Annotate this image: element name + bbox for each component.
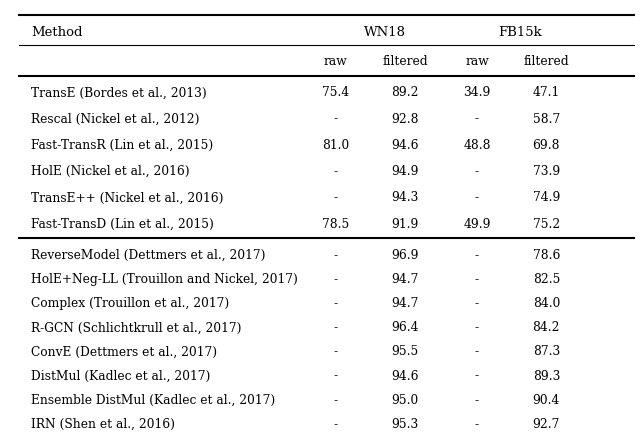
Text: 48.8: 48.8 — [463, 139, 491, 152]
Text: 69.8: 69.8 — [532, 139, 560, 152]
Text: -: - — [475, 191, 479, 204]
Text: -: - — [333, 165, 338, 178]
Text: -: - — [333, 346, 338, 359]
Text: 34.9: 34.9 — [463, 86, 491, 99]
Text: 78.6: 78.6 — [532, 249, 560, 262]
Text: TransE (Bordes et al., 2013): TransE (Bordes et al., 2013) — [31, 86, 207, 99]
Text: 47.1: 47.1 — [532, 86, 560, 99]
Text: 87.3: 87.3 — [532, 346, 560, 359]
Text: -: - — [333, 394, 338, 407]
Text: 74.9: 74.9 — [532, 191, 560, 204]
Text: 82.5: 82.5 — [532, 273, 560, 286]
Text: 95.0: 95.0 — [392, 394, 419, 407]
Text: -: - — [475, 249, 479, 262]
Text: 94.6: 94.6 — [391, 139, 419, 152]
Text: -: - — [475, 394, 479, 407]
Text: ConvE (Dettmers et al., 2017): ConvE (Dettmers et al., 2017) — [31, 346, 218, 359]
Text: 75.2: 75.2 — [532, 218, 560, 231]
Text: 94.6: 94.6 — [391, 369, 419, 383]
Text: 78.5: 78.5 — [322, 218, 349, 231]
Text: R-GCN (Schlichtkrull et al., 2017): R-GCN (Schlichtkrull et al., 2017) — [31, 321, 242, 334]
Text: 94.7: 94.7 — [391, 297, 419, 310]
Text: Fast-TransD (Lin et al., 2015): Fast-TransD (Lin et al., 2015) — [31, 218, 214, 231]
Text: -: - — [475, 418, 479, 431]
Text: -: - — [475, 297, 479, 310]
Text: Ensemble DistMul (Kadlec et al., 2017): Ensemble DistMul (Kadlec et al., 2017) — [31, 394, 276, 407]
Text: HolE (Nickel et al., 2016): HolE (Nickel et al., 2016) — [31, 165, 190, 178]
Text: 90.4: 90.4 — [532, 394, 560, 407]
Text: Method: Method — [31, 26, 83, 39]
Text: -: - — [475, 321, 479, 334]
Text: 84.2: 84.2 — [532, 321, 560, 334]
Text: Complex (Trouillon et al., 2017): Complex (Trouillon et al., 2017) — [31, 297, 230, 310]
Text: 95.5: 95.5 — [392, 346, 419, 359]
Text: raw: raw — [465, 55, 489, 68]
Text: Rescal (Nickel et al., 2012): Rescal (Nickel et al., 2012) — [31, 113, 200, 126]
Text: 89.3: 89.3 — [532, 369, 560, 383]
Text: -: - — [475, 346, 479, 359]
Text: IRN (Shen et al., 2016): IRN (Shen et al., 2016) — [31, 418, 175, 431]
Text: -: - — [333, 321, 338, 334]
Text: filtered: filtered — [524, 55, 569, 68]
Text: 92.7: 92.7 — [532, 418, 560, 431]
Text: filtered: filtered — [382, 55, 428, 68]
Text: -: - — [475, 113, 479, 126]
Text: raw: raw — [324, 55, 348, 68]
Text: 84.0: 84.0 — [532, 297, 560, 310]
Text: WN18: WN18 — [364, 26, 406, 39]
Text: TransE++ (Nickel et al., 2016): TransE++ (Nickel et al., 2016) — [31, 191, 224, 204]
Text: -: - — [333, 249, 338, 262]
Text: FB15k: FB15k — [498, 26, 542, 39]
Text: ReverseModel (Dettmers et al., 2017): ReverseModel (Dettmers et al., 2017) — [31, 249, 266, 262]
Text: 89.2: 89.2 — [391, 86, 419, 99]
Text: -: - — [333, 418, 338, 431]
Text: -: - — [333, 113, 338, 126]
Text: 94.7: 94.7 — [391, 273, 419, 286]
Text: 49.9: 49.9 — [463, 218, 491, 231]
Text: 94.9: 94.9 — [391, 165, 419, 178]
Text: 95.3: 95.3 — [392, 418, 419, 431]
Text: 58.7: 58.7 — [532, 113, 560, 126]
Text: -: - — [333, 191, 338, 204]
Text: 96.4: 96.4 — [391, 321, 419, 334]
Text: -: - — [475, 369, 479, 383]
Text: 81.0: 81.0 — [322, 139, 349, 152]
Text: HolE+Neg-LL (Trouillon and Nickel, 2017): HolE+Neg-LL (Trouillon and Nickel, 2017) — [31, 273, 298, 286]
Text: -: - — [333, 369, 338, 383]
Text: -: - — [333, 297, 338, 310]
Text: 91.9: 91.9 — [391, 218, 419, 231]
Text: 73.9: 73.9 — [532, 165, 560, 178]
Text: -: - — [475, 273, 479, 286]
Text: 94.3: 94.3 — [391, 191, 419, 204]
Text: Fast-TransR (Lin et al., 2015): Fast-TransR (Lin et al., 2015) — [31, 139, 214, 152]
Text: 75.4: 75.4 — [322, 86, 349, 99]
Text: -: - — [475, 165, 479, 178]
Text: 96.9: 96.9 — [391, 249, 419, 262]
Text: 92.8: 92.8 — [391, 113, 419, 126]
Text: DistMul (Kadlec et al., 2017): DistMul (Kadlec et al., 2017) — [31, 369, 211, 383]
Text: -: - — [333, 273, 338, 286]
